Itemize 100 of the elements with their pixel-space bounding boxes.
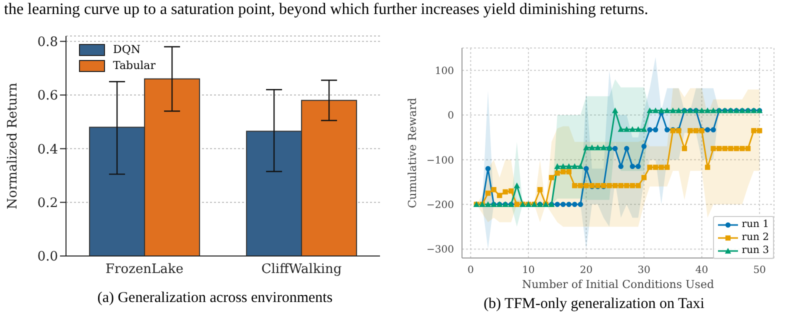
point — [600, 144, 607, 150]
point — [554, 202, 560, 207]
point — [658, 164, 664, 170]
text: (a) Generalization across environments — [96, 290, 334, 307]
point — [670, 107, 676, 114]
point — [641, 144, 647, 149]
point — [485, 190, 491, 196]
y-tick-label: 100 — [434, 66, 454, 77]
point — [698, 107, 705, 114]
y-tick-label: 0.8 — [37, 34, 58, 50]
point — [658, 107, 664, 114]
x-tick-label: 0 — [467, 265, 474, 276]
y-axis-title: Normalized Return — [6, 82, 21, 210]
point — [640, 126, 648, 132]
point — [612, 183, 618, 188]
y-axis-title: Cumulative Reward — [406, 98, 419, 208]
point — [612, 107, 618, 114]
y-tick-label: −100 — [426, 155, 454, 166]
point — [704, 164, 710, 170]
point — [682, 146, 688, 152]
point — [664, 127, 670, 132]
text: the learning curve up to a saturation point, beyond which further increases yield diminishing returns. — [3, 0, 650, 20]
point — [566, 169, 572, 174]
point — [664, 107, 670, 114]
x-tick-label: FrozenLake — [106, 262, 184, 278]
point — [641, 174, 647, 180]
point — [740, 146, 745, 152]
point — [618, 126, 624, 132]
legend-label: run 1 — [742, 218, 769, 231]
point — [548, 174, 554, 180]
point — [496, 192, 502, 198]
point — [630, 183, 636, 188]
point — [745, 146, 751, 152]
point — [583, 144, 590, 150]
point — [624, 126, 630, 132]
point — [647, 127, 652, 132]
point — [710, 107, 716, 114]
point — [624, 183, 630, 188]
y-tick-label: 0.6 — [37, 88, 58, 104]
point — [612, 146, 618, 152]
point — [560, 169, 566, 174]
point — [594, 144, 601, 150]
point — [652, 107, 659, 114]
point — [566, 163, 572, 170]
x-tick-label: 20 — [580, 265, 593, 276]
point — [652, 127, 658, 132]
point — [572, 183, 578, 188]
point — [635, 126, 642, 132]
point — [728, 146, 734, 152]
point — [560, 163, 566, 170]
y-tick-label: 0.4 — [37, 142, 58, 158]
point — [491, 187, 496, 192]
point — [722, 146, 728, 152]
point — [588, 144, 596, 150]
point — [636, 183, 641, 188]
point — [647, 164, 652, 170]
point — [537, 187, 543, 192]
point — [676, 107, 682, 114]
legend-label: Tabular — [113, 58, 156, 74]
point — [514, 182, 520, 188]
point — [618, 183, 624, 188]
point — [572, 202, 578, 207]
x-tick-label: 50 — [753, 265, 766, 276]
point — [629, 126, 636, 132]
x-tick-label: CliffWalking — [261, 262, 342, 278]
point — [618, 164, 624, 170]
point — [485, 166, 491, 172]
point — [584, 166, 589, 172]
point — [484, 201, 492, 207]
point — [751, 128, 756, 134]
point — [566, 202, 572, 207]
text: (b) TFM-only generalization on Taxi — [482, 296, 706, 313]
point — [756, 128, 762, 134]
legend-label: run 2 — [742, 231, 769, 244]
y-tick-label: 0.0 — [37, 250, 58, 265]
point — [630, 164, 636, 170]
x-axis-title: Number of Initial Conditions Used — [522, 278, 714, 291]
point — [554, 170, 560, 176]
point — [577, 163, 584, 170]
point — [508, 188, 514, 194]
y-tick-label: −200 — [426, 200, 454, 211]
point — [554, 163, 560, 170]
point — [716, 146, 722, 152]
x-tick-label: 10 — [522, 265, 535, 276]
y-tick-label: −300 — [426, 244, 454, 256]
point — [578, 202, 584, 207]
point — [710, 127, 716, 132]
point — [652, 164, 658, 170]
point — [636, 164, 641, 170]
point — [734, 146, 740, 152]
point — [704, 127, 710, 132]
point — [584, 183, 589, 188]
point — [710, 146, 716, 152]
x-tick-label: 40 — [695, 265, 708, 276]
point — [646, 107, 653, 114]
point — [502, 189, 508, 194]
point — [606, 183, 612, 188]
x-tick-label: 30 — [638, 265, 650, 276]
point — [624, 146, 630, 152]
point — [693, 128, 699, 134]
